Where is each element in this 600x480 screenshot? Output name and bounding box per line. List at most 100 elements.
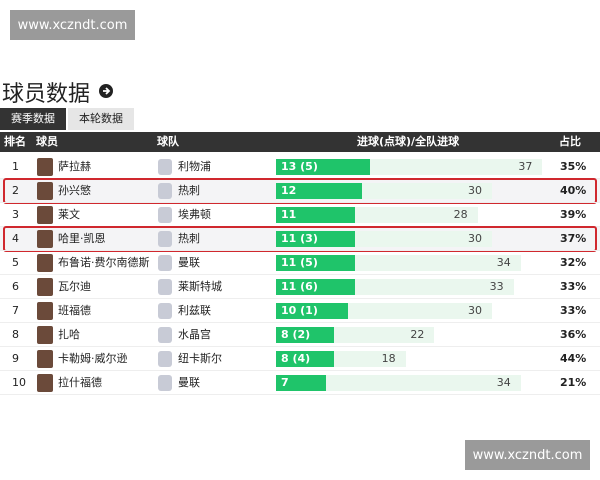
rank: 7 <box>12 304 19 317</box>
goals-bar <box>276 327 334 343</box>
row-divider <box>0 250 600 251</box>
player-photo <box>37 302 53 320</box>
goals-bar <box>276 231 356 247</box>
table-row: 4 哈里·凯恩 热刺 11 (3) 30 37% <box>0 227 600 251</box>
team-goals-label: 30 <box>468 304 482 317</box>
team-name: 莱斯特城 <box>178 280 222 293</box>
title-arrow-icon[interactable] <box>98 83 114 99</box>
goals-bar <box>276 255 356 271</box>
table-row: 5 布鲁诺·费尔南德斯 曼联 11 (5) 34 32% <box>0 251 600 275</box>
player-name: 哈里·凯恩 <box>58 232 106 245</box>
player-name: 卡勒姆·威尔逊 <box>58 352 128 365</box>
share: 37% <box>560 232 587 245</box>
team-logo <box>158 231 172 247</box>
team-name: 埃弗顿 <box>178 208 211 221</box>
team-goals-label: 37 <box>518 160 533 173</box>
tab-active[interactable]: 赛季数据 <box>0 108 66 130</box>
player-photo <box>37 230 53 248</box>
team-logo <box>158 375 172 391</box>
share: 39% <box>560 208 587 221</box>
team-goals-label: 30 <box>468 184 482 197</box>
team-logo <box>158 207 172 223</box>
goals-label: 8 (4) <box>281 352 311 365</box>
goals-label: 11 (5) <box>281 256 318 269</box>
table-row: 10 拉什福德 曼联 7 34 21% <box>0 371 600 395</box>
share: 44% <box>560 352 587 365</box>
highlight-frame <box>3 178 597 204</box>
team-logo <box>158 255 172 271</box>
player-name: 布鲁诺·费尔南德斯 <box>58 256 150 269</box>
row-divider <box>0 202 600 203</box>
row-divider <box>0 394 600 395</box>
page-title: 球员数据 <box>2 82 91 107</box>
goals-bar <box>276 279 356 295</box>
player-photo <box>37 278 53 296</box>
player-name: 萨拉赫 <box>58 160 91 173</box>
team-goals-label: 34 <box>496 376 511 389</box>
watermark: www.xczndt.com <box>10 10 135 40</box>
share: 33% <box>560 280 587 293</box>
team-logo <box>158 327 172 343</box>
rank: 2 <box>12 184 19 197</box>
tab[interactable]: 本轮数据 <box>68 108 134 130</box>
goals-label: 11 <box>281 208 297 221</box>
player-photo <box>37 182 53 200</box>
table-row: 9 卡勒姆·威尔逊 纽卡斯尔 8 (4) 18 44% <box>0 347 600 371</box>
goals-label: 10 (1) <box>281 304 318 317</box>
player-name: 拉什福德 <box>58 376 102 389</box>
watermark: www.xczndt.com <box>465 440 590 470</box>
team-logo <box>158 159 172 175</box>
team-goals-label: 33 <box>489 280 504 293</box>
player-name: 莱文 <box>58 208 80 221</box>
row-divider <box>0 322 600 323</box>
rank: 9 <box>12 352 19 365</box>
player-name: 瓦尔迪 <box>58 280 91 293</box>
goals-label: 12 <box>281 184 297 197</box>
rank: 1 <box>12 160 19 173</box>
table-header: 排名 球员 球队 进球(点球)/全队进球 占比 <box>0 132 600 152</box>
table-row: 2 孙兴慜 热刺 12 30 40% <box>0 179 600 203</box>
goals-bar <box>276 375 327 391</box>
goals-bar <box>276 351 334 367</box>
goals-bar <box>276 207 356 223</box>
player-photo <box>37 158 53 176</box>
table-row: 7 班福德 利兹联 10 (1) 30 33% <box>0 299 600 323</box>
table-row: 3 莱文 埃弗顿 11 28 39% <box>0 203 600 227</box>
header-cell: 球队 <box>157 135 179 148</box>
player-photo <box>37 350 53 368</box>
rank: 10 <box>12 376 26 389</box>
goals-bar <box>276 303 348 319</box>
team-goals-label: 30 <box>468 232 482 245</box>
share: 36% <box>560 328 587 341</box>
team-name: 水晶宫 <box>178 328 211 341</box>
share: 33% <box>560 304 587 317</box>
team-name: 曼联 <box>178 256 200 269</box>
highlight-frame <box>3 226 597 252</box>
player-name: 班福德 <box>58 304 91 317</box>
player-photo <box>37 206 53 224</box>
team-name: 利物浦 <box>178 160 211 173</box>
team-logo <box>158 279 172 295</box>
row-divider <box>0 346 600 347</box>
goals-label: 7 <box>281 376 289 389</box>
team-goals-label: 22 <box>410 328 425 341</box>
team-goals-bar <box>276 375 521 391</box>
rank: 4 <box>12 232 19 245</box>
goals-bar <box>276 183 363 199</box>
rank: 6 <box>12 280 19 293</box>
team-goals-label: 34 <box>496 256 511 269</box>
team-name: 热刺 <box>178 184 200 197</box>
team-name: 热刺 <box>178 232 200 245</box>
team-logo <box>158 303 172 319</box>
header-cell: 球员 <box>36 135 58 148</box>
team-name: 曼联 <box>178 376 200 389</box>
player-photo <box>37 254 53 272</box>
team-logo <box>158 183 172 199</box>
team-goals-label: 18 <box>381 352 396 365</box>
share: 21% <box>560 376 587 389</box>
goals-label: 8 (2) <box>281 328 311 341</box>
team-name: 利兹联 <box>178 304 211 317</box>
goals-bar <box>276 159 370 175</box>
stats-table: 排名 球员 球队 进球(点球)/全队进球 占比 1 萨拉赫 利物浦 13 (5) 37 35% 2 孙兴… <box>0 132 600 402</box>
